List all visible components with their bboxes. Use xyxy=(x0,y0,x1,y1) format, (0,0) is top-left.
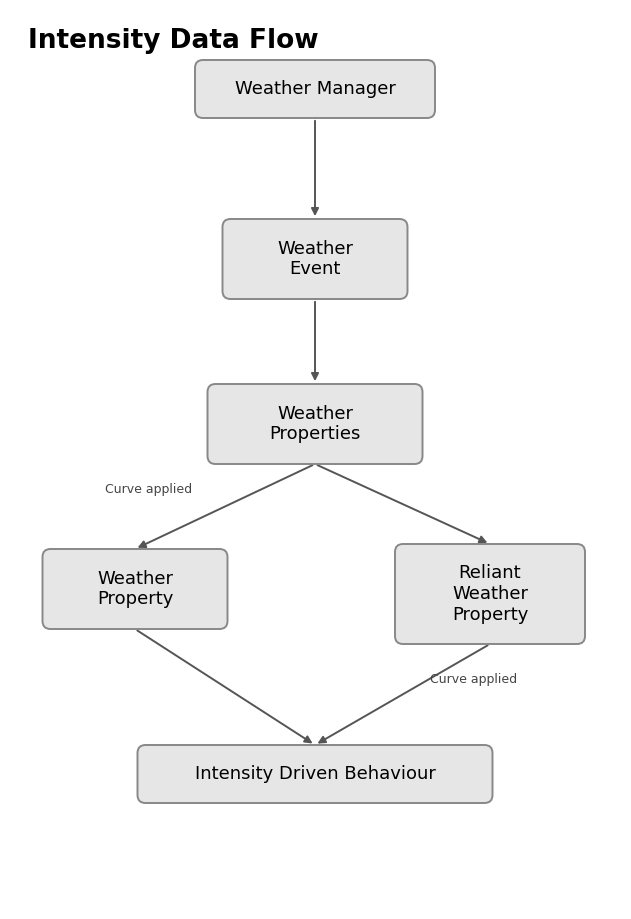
Text: Curve applied: Curve applied xyxy=(105,482,192,495)
Text: Intensity Data Flow: Intensity Data Flow xyxy=(28,28,319,54)
FancyBboxPatch shape xyxy=(223,219,408,299)
Text: Curve applied: Curve applied xyxy=(430,673,517,686)
Text: Weather
Property: Weather Property xyxy=(97,570,173,608)
FancyBboxPatch shape xyxy=(208,384,423,464)
Text: Reliant
Weather
Property: Reliant Weather Property xyxy=(452,564,528,624)
FancyBboxPatch shape xyxy=(42,549,228,629)
FancyBboxPatch shape xyxy=(138,745,493,803)
Text: Weather Manager: Weather Manager xyxy=(235,80,396,98)
FancyBboxPatch shape xyxy=(195,60,435,118)
Text: Weather
Properties: Weather Properties xyxy=(269,404,361,443)
Text: Intensity Driven Behaviour: Intensity Driven Behaviour xyxy=(194,765,435,783)
FancyBboxPatch shape xyxy=(395,544,585,644)
Text: Weather
Event: Weather Event xyxy=(277,240,353,278)
